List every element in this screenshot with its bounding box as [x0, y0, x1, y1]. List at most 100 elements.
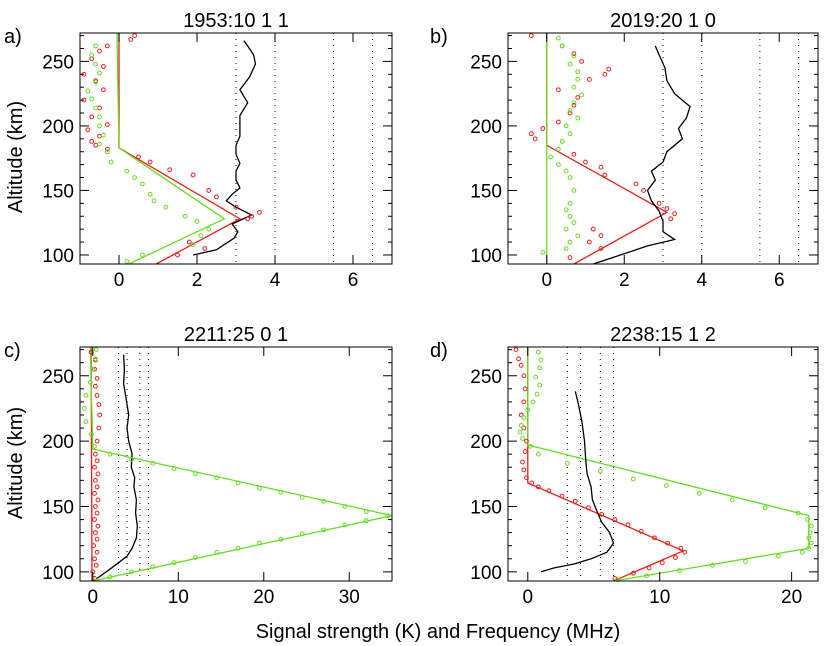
green-data-point — [528, 443, 533, 449]
green-data-point — [534, 391, 540, 397]
y-tick-label: 100 — [42, 563, 74, 584]
green-data-point — [575, 77, 581, 82]
y-tick-label: 150 — [42, 497, 74, 518]
green-data-point — [171, 466, 177, 471]
black-line-series — [593, 45, 691, 264]
x-tick-label: 0 — [541, 270, 552, 291]
red-data-point — [598, 246, 604, 251]
red-data-point — [94, 375, 100, 381]
green-data-point — [140, 181, 145, 187]
red-data-point — [104, 43, 110, 49]
green-line-series — [89, 347, 392, 581]
x-tick-label: 20 — [781, 587, 802, 608]
red-data-point — [572, 498, 578, 504]
red-data-point — [101, 64, 106, 69]
green-data-point — [198, 233, 204, 239]
red-data-point — [92, 477, 98, 483]
red-data-point — [91, 543, 97, 549]
red-data-point — [92, 464, 97, 470]
panel-b: 2019:20 1 0 b) 0 2 4 6 100 150 200 250 — [430, 10, 819, 291]
green-data-point — [525, 407, 531, 413]
green-data-point — [90, 366, 96, 372]
red-data-point — [522, 449, 528, 454]
red-data-point — [92, 491, 97, 496]
green-data-point — [555, 162, 561, 168]
green-data-point — [535, 451, 541, 457]
red-data-point — [167, 167, 173, 173]
red-data-point — [104, 122, 110, 128]
red-data-point — [555, 119, 561, 125]
y-tick-label: 100 — [470, 246, 502, 267]
green-data-point — [151, 198, 157, 204]
red-data-point — [521, 425, 527, 431]
red-data-point — [535, 484, 541, 490]
red-data-point — [214, 194, 219, 200]
y-tick-label: 200 — [470, 432, 502, 453]
green-data-point — [150, 460, 156, 466]
green-data-point — [147, 191, 153, 197]
red-data-point — [630, 570, 636, 576]
green-data-point — [128, 569, 134, 575]
green-data-point — [520, 436, 525, 441]
green-data-point — [567, 108, 573, 113]
green-data-point — [81, 406, 87, 411]
green-data-point — [555, 35, 561, 41]
green-data-point — [257, 485, 262, 491]
axis-frame — [507, 32, 819, 265]
green-data-point — [805, 517, 810, 522]
red-data-point — [92, 556, 97, 562]
green-data-point — [140, 252, 145, 258]
green-data-point — [518, 423, 524, 428]
green-data-point — [530, 399, 536, 405]
green-data-point — [93, 79, 98, 85]
red-data-point — [521, 399, 527, 405]
red-data-point — [668, 216, 674, 222]
green-data-point — [776, 553, 781, 559]
green-data-point — [567, 213, 573, 219]
red-data-point — [522, 386, 528, 392]
green-data-point — [743, 558, 748, 564]
axis-frame — [507, 346, 819, 582]
red-data-point — [233, 204, 239, 210]
red-data-point — [540, 126, 546, 131]
red-data-point — [95, 471, 101, 477]
x-tick-label: 20 — [253, 587, 274, 608]
red-data-point — [641, 188, 647, 193]
y-tick-label: 250 — [470, 367, 502, 388]
red-data-point — [529, 480, 535, 486]
y-tick-label: 150 — [42, 181, 74, 202]
axis-frame — [79, 32, 393, 265]
red-data-point — [96, 425, 102, 431]
green-data-point — [299, 494, 305, 500]
green-data-point — [555, 146, 561, 152]
red-data-point — [520, 459, 525, 465]
green-data-point — [563, 207, 569, 213]
red-data-point — [586, 239, 592, 245]
green-data-point — [85, 88, 91, 94]
series-group — [513, 347, 814, 581]
y-tick-label: 100 — [470, 563, 502, 584]
green-data-point — [571, 220, 577, 226]
green-data-point — [795, 510, 801, 516]
green-data-point — [663, 483, 669, 488]
y-tick-label: 250 — [42, 52, 74, 73]
panel-label: c) — [4, 340, 21, 362]
green-data-point — [235, 480, 241, 486]
red-data-point — [206, 188, 212, 193]
green-data-point — [92, 443, 97, 449]
y-tick-label: 200 — [470, 117, 502, 138]
red-data-point — [532, 136, 538, 142]
red-data-point — [89, 56, 95, 62]
green-data-point — [575, 69, 581, 75]
green-data-point — [93, 61, 98, 67]
green-data-point — [97, 70, 102, 76]
green-data-point — [363, 509, 369, 515]
red-data-point — [94, 536, 100, 542]
x-tick-label: 2 — [192, 270, 203, 291]
x-tick-label: 6 — [348, 270, 359, 291]
red-data-point — [249, 213, 255, 219]
y-tick-label: 100 — [42, 246, 74, 267]
x-tick-label: 10 — [649, 587, 670, 608]
green-data-point — [799, 549, 805, 555]
red-data-point — [101, 87, 106, 93]
